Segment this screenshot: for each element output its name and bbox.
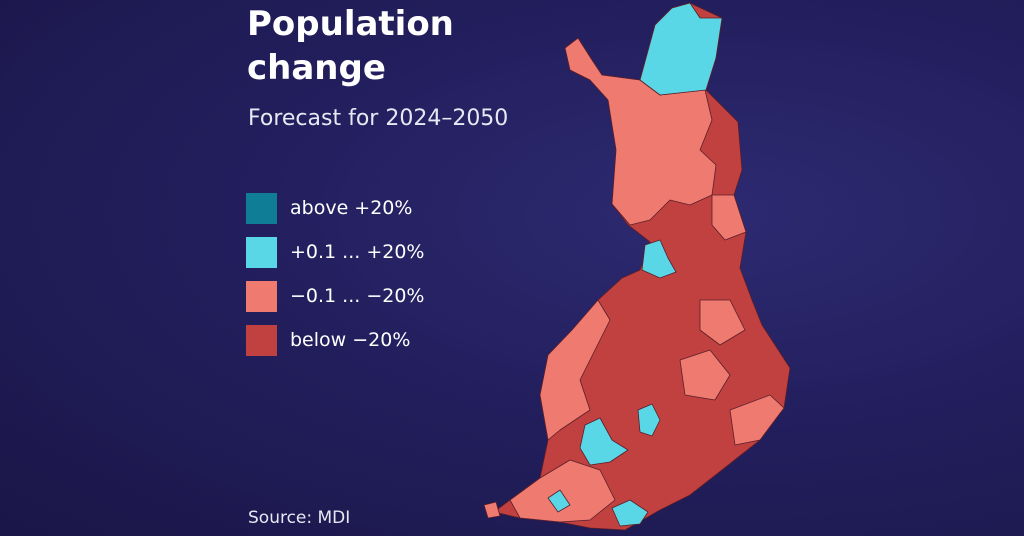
pink-east [699,299,746,346]
legend-swatch [246,324,277,356]
jyvaskyla-cyan [637,403,661,437]
source: Source: MDI [248,508,351,528]
pink-west [539,299,611,441]
pink-center [679,349,731,401]
legend-item: −0.1 ... −20% [246,274,424,318]
legend-swatch [246,280,277,312]
tampere-cyan [579,417,629,466]
legend-item: +0.1 ... +20% [246,230,424,274]
legend-label: +0.1 ... +20% [290,241,425,263]
pink-south [509,459,616,523]
title: Population change [247,4,454,88]
legend-label: −0.1 ... −20% [290,285,425,307]
legend: above +20% +0.1 ... +20% −0.1 ... −20% belo… [246,186,424,362]
oulu-cyan [641,239,677,279]
legend-label: above +20% [290,197,413,219]
legend-item: below −20% [246,318,424,362]
legend-swatch [246,192,277,224]
legend-swatch [246,236,277,268]
islands [483,501,501,519]
turku-cyan [547,489,571,513]
subtitle: Forecast for 2024–2050 [248,106,509,131]
legend-label: below −20% [290,329,411,351]
north-cyan [639,2,723,96]
legend-item: above +20% [246,186,424,230]
pink-kainuu [711,194,747,241]
helsinki-cyan [611,499,649,527]
pink-southeast [729,394,785,446]
